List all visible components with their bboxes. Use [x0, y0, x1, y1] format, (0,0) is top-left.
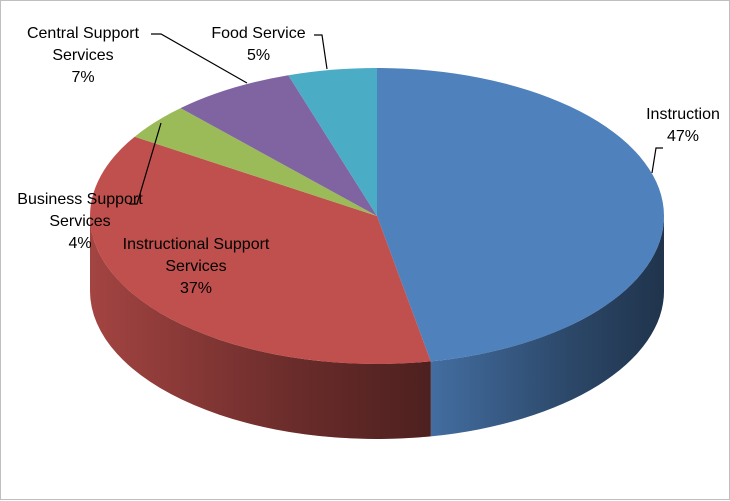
- pie-sides: [90, 216, 664, 439]
- pie-tops: [89, 68, 664, 364]
- pie-slice: [377, 68, 664, 362]
- slice-label: Food Service 5%: [211, 25, 306, 64]
- leader-line: [314, 34, 328, 70]
- leader-line: [129, 122, 162, 205]
- slice-label: Instructional Support Services 37%: [122, 236, 270, 297]
- slice-label: Instruction 47%: [646, 106, 720, 145]
- leader-line: [151, 33, 248, 84]
- pie-slice: [134, 108, 377, 216]
- pie-side-shade: [430, 216, 664, 437]
- slice-label: Central Support Services 7%: [26, 25, 140, 86]
- pie-side-shade: [90, 216, 431, 439]
- pie-slice: [89, 136, 431, 364]
- leader-line: [651, 147, 663, 174]
- slice-label: Business Support Services 4%: [17, 191, 143, 252]
- pie-slice: [288, 68, 377, 216]
- pie-slice: [180, 75, 377, 216]
